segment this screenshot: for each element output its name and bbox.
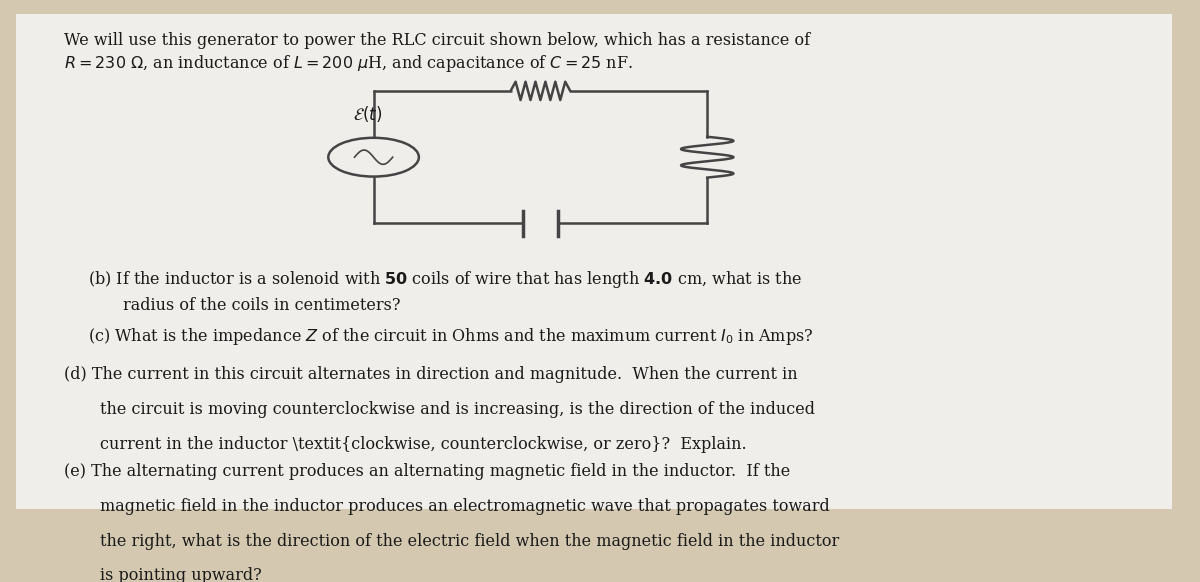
- Text: the circuit is moving counterclockwise and is increasing, is the direction of th: the circuit is moving counterclockwise a…: [100, 401, 815, 418]
- Text: We will use this generator to power the RLC circuit shown below, which has a res: We will use this generator to power the …: [64, 32, 810, 49]
- Text: $R = 230\ \Omega$, an inductance of $L = 200\ \mu$H, and capacitance of $C = 25$: $R = 230\ \Omega$, an inductance of $L =…: [64, 52, 632, 73]
- Text: the right, what is the direction of the electric field when the magnetic field i: the right, what is the direction of the …: [100, 533, 839, 549]
- Text: is pointing upward?: is pointing upward?: [100, 567, 262, 582]
- Text: current in the inductor \textit{clockwise, counterclockwise, or zero}?  Explain.: current in the inductor \textit{clockwis…: [100, 436, 746, 453]
- Text: magnetic field in the inductor produces an electromagnetic wave that propagates : magnetic field in the inductor produces …: [100, 498, 829, 515]
- Text: (c) What is the impedance $Z$ of the circuit in Ohms and the maximum current $I_: (c) What is the impedance $Z$ of the cir…: [88, 325, 814, 346]
- Text: radius of the coils in centimeters?: radius of the coils in centimeters?: [124, 297, 401, 314]
- Text: $\mathcal{E}(t)$: $\mathcal{E}(t)$: [353, 104, 383, 124]
- Text: (e) The alternating current produces an alternating magnetic field in the induct: (e) The alternating current produces an …: [64, 463, 790, 480]
- FancyBboxPatch shape: [16, 15, 1172, 509]
- Text: (b) If the inductor is a solenoid with $\mathbf{50}$ coils of wire that has leng: (b) If the inductor is a solenoid with $…: [88, 269, 802, 290]
- Text: (d) The current in this circuit alternates in direction and magnitude.  When the: (d) The current in this circuit alternat…: [64, 366, 797, 384]
